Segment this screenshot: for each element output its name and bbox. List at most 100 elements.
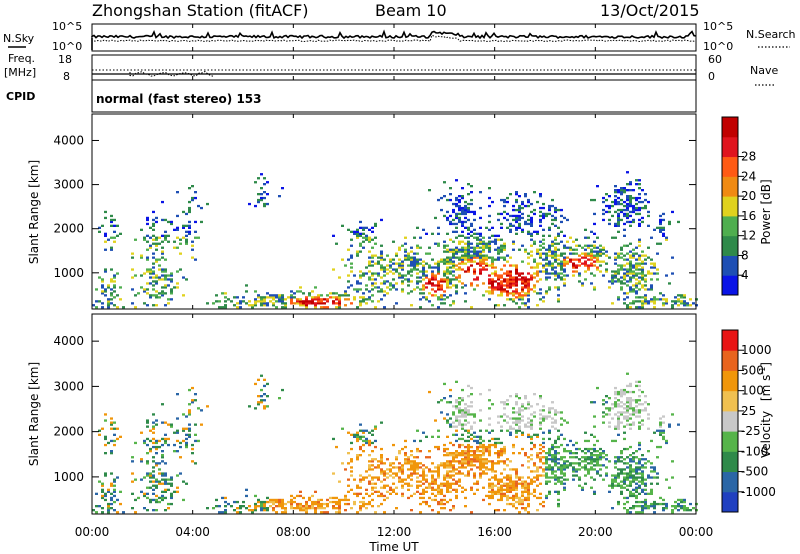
heatmap-cell	[365, 288, 368, 291]
heatmap-cell	[371, 272, 374, 275]
heatmap-cell	[425, 262, 428, 265]
heatmap-cell	[527, 222, 530, 226]
heatmap-cell	[266, 509, 269, 512]
heatmap-cell	[398, 266, 401, 269]
heatmap-cell	[266, 193, 269, 196]
heatmap-cell	[329, 500, 332, 504]
heatmap-cell	[647, 214, 650, 218]
heatmap-cell	[518, 417, 521, 420]
heatmap-cell	[356, 437, 359, 441]
heatmap-cell	[113, 284, 116, 287]
heatmap-cell	[437, 492, 440, 495]
heatmap-cell	[482, 242, 485, 245]
heatmap-cell	[638, 505, 641, 508]
heatmap-cell	[545, 458, 548, 461]
heatmap-cell	[500, 222, 503, 226]
heatmap-cell	[452, 240, 455, 243]
heatmap-cell	[350, 447, 353, 451]
heatmap-cell	[632, 220, 635, 224]
heatmap-cell	[278, 502, 281, 506]
heatmap-cell	[467, 210, 470, 214]
heatmap-cell	[506, 496, 509, 500]
heatmap-cell	[359, 445, 362, 449]
heatmap-cell	[623, 468, 626, 471]
heatmap-cell	[431, 282, 434, 285]
heatmap-cell	[524, 304, 527, 307]
heatmap-cell	[164, 284, 167, 287]
heatmap-cell	[542, 474, 545, 477]
heatmap-cell	[272, 500, 275, 504]
heatmap-cell	[110, 423, 113, 426]
heatmap-cell	[476, 256, 479, 259]
heatmap-cell	[170, 292, 173, 295]
heatmap-cell	[380, 252, 383, 255]
heatmap-cell	[656, 429, 659, 432]
y-tick-label: 2000	[53, 425, 84, 439]
heatmap-cell	[452, 482, 455, 485]
heatmap-cell	[572, 262, 575, 265]
heatmap-cell	[530, 266, 533, 269]
heatmap-cell	[554, 206, 557, 210]
heatmap-cell	[671, 460, 674, 463]
heatmap-cell	[518, 411, 521, 414]
heatmap-cell	[149, 296, 152, 299]
heatmap-cell	[626, 390, 629, 394]
heatmap-cell	[554, 260, 557, 263]
heatmap-cell	[593, 222, 596, 226]
heatmap-cell	[512, 417, 515, 420]
heatmap-cell	[161, 294, 164, 297]
heatmap-cell	[131, 288, 134, 291]
heatmap-cell	[449, 214, 452, 218]
heatmap-cell	[461, 450, 464, 453]
heatmap-cell	[458, 403, 461, 406]
heatmap-cell	[155, 244, 158, 247]
heatmap-cell	[659, 228, 662, 231]
heatmap-cell	[536, 454, 539, 457]
heatmap-cell	[644, 296, 647, 299]
heatmap-cell	[446, 260, 449, 263]
heatmap-cell	[518, 496, 521, 500]
heatmap-cell	[542, 234, 545, 237]
heatmap-cell	[332, 500, 335, 504]
heatmap-cell	[110, 502, 113, 506]
heatmap-cell	[620, 480, 623, 483]
heatmap-cell	[371, 300, 374, 303]
heatmap-cell	[158, 268, 161, 271]
heatmap-cell	[557, 276, 560, 279]
heatmap-cell	[365, 266, 368, 269]
heatmap-cell	[512, 407, 515, 410]
heatmap-cell	[131, 302, 134, 305]
heatmap-cell	[368, 443, 371, 447]
heatmap-cell	[629, 492, 632, 495]
heatmap-cell	[629, 278, 632, 281]
heatmap-cell	[590, 452, 593, 455]
heatmap-cell	[263, 298, 266, 301]
heatmap-cell	[452, 505, 455, 508]
heatmap-cell	[299, 507, 302, 510]
heatmap-cell	[200, 423, 203, 426]
heatmap-cell	[335, 298, 338, 301]
heatmap-cell	[638, 258, 641, 261]
heatmap-cell	[491, 288, 494, 291]
heatmap-cell	[578, 464, 581, 467]
heatmap-cell	[296, 298, 299, 301]
heatmap-cell	[476, 458, 479, 461]
heatmap-cell	[620, 421, 623, 424]
heatmap-cell	[311, 500, 314, 504]
heatmap-cell	[620, 405, 623, 408]
heatmap-cell	[518, 419, 521, 422]
heatmap-cell	[293, 302, 296, 305]
heatmap-cell	[641, 423, 644, 426]
heatmap-cell	[275, 505, 278, 508]
heatmap-cell	[641, 509, 644, 512]
heatmap-cell	[488, 431, 491, 434]
heatmap-cell	[641, 216, 644, 220]
heatmap-cell	[626, 423, 629, 426]
heatmap-cell	[260, 296, 263, 299]
heatmap-cell	[647, 505, 650, 508]
heatmap-cell	[560, 480, 563, 483]
heatmap-cell	[539, 270, 542, 273]
heatmap-cell	[440, 298, 443, 301]
heatmap-cell	[623, 282, 626, 285]
heatmap-cell	[491, 496, 494, 500]
